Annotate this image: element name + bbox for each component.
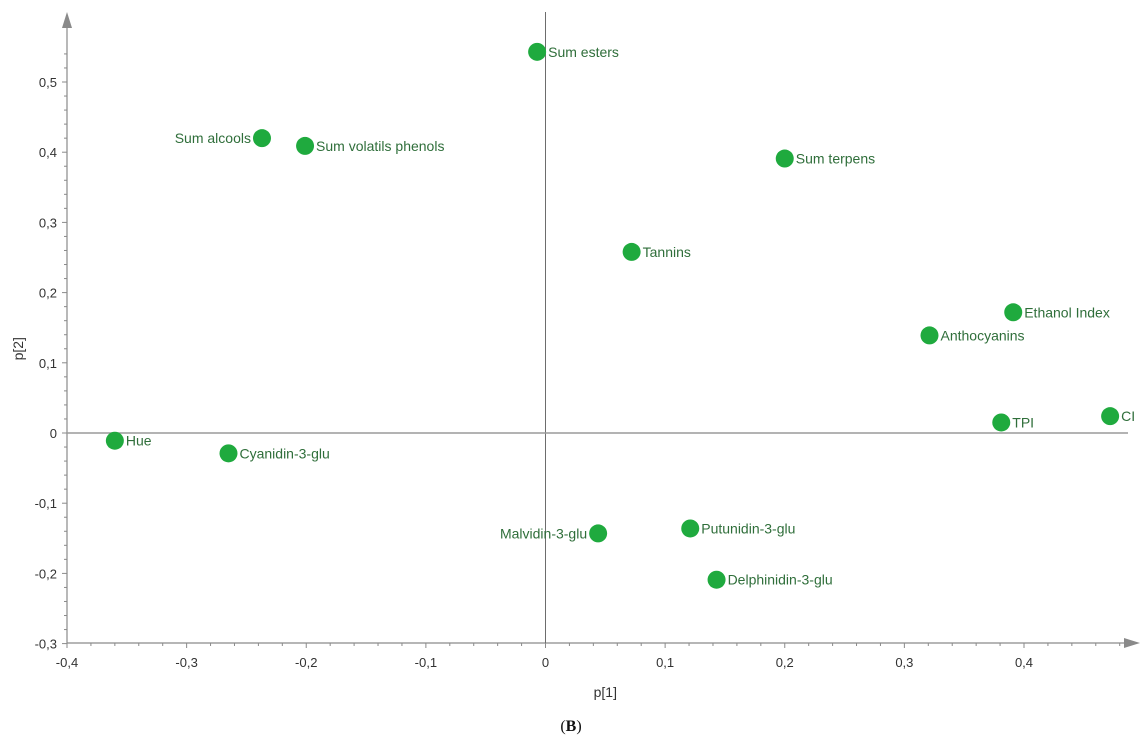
- data-point-label: Tannins: [643, 244, 691, 260]
- caption-letter: B: [565, 718, 577, 735]
- y-tick-label: -0,2: [35, 566, 57, 581]
- data-point: [622, 242, 641, 261]
- data-point: [707, 570, 726, 589]
- data-point-label: Sum alcools: [175, 130, 251, 146]
- y-tick-label: 0,3: [39, 215, 57, 230]
- y-tick-label: 0: [50, 426, 57, 441]
- scatter-plot: -0,3 -0,2 -0,1 0 0,1 0,2 0,3 0,4 0,5 -0,4 -0,3 -0,2…: [10, 12, 1140, 700]
- y-tick-label: 0,4: [39, 145, 57, 160]
- x-tick-label: -0,3: [175, 655, 197, 670]
- data-point-label: CI: [1121, 408, 1135, 424]
- data-point: [252, 129, 271, 148]
- data-point-label: Anthocyanins: [940, 327, 1024, 343]
- x-tick-label: 0,1: [656, 655, 674, 670]
- data-point-label: Sum terpens: [796, 151, 875, 167]
- data-point-label: Hue: [126, 433, 152, 449]
- caption-open: (: [560, 718, 566, 735]
- data-point: [992, 413, 1011, 432]
- x-tick-label: 0: [542, 655, 549, 670]
- data-point-label: Cyanidin-3-glu: [239, 445, 329, 461]
- data-point-label: Ethanol Index: [1024, 304, 1110, 320]
- x-axis-title: p[1]: [594, 684, 617, 700]
- x-axis-arrow: [1124, 638, 1140, 648]
- data-point: [1101, 407, 1120, 426]
- y-tick-label: 0,1: [39, 356, 57, 371]
- x-tick-label: 0,2: [776, 655, 794, 670]
- x-tick-label: -0,4: [56, 655, 78, 670]
- data-point: [105, 431, 124, 450]
- y-axis-title: p[2]: [10, 337, 26, 360]
- data-point: [1004, 303, 1023, 322]
- data-point: [528, 42, 547, 61]
- data-point-label: Delphinidin-3-glu: [728, 572, 833, 588]
- data-point-label: Putunidin-3-glu: [701, 520, 795, 536]
- y-axis-arrow: [62, 12, 72, 28]
- data-point-label: TPI: [1012, 414, 1034, 430]
- data-point: [219, 444, 238, 463]
- data-point-label: Sum volatils phenols: [316, 138, 444, 154]
- x-tick-label: 0,3: [895, 655, 913, 670]
- data-point: [775, 149, 794, 168]
- figure-caption: (B): [0, 718, 1142, 736]
- data-point: [296, 136, 315, 155]
- x-tick-label: -0,2: [295, 655, 317, 670]
- y-tick-label: -0,3: [35, 637, 57, 652]
- y-tick-label: -0,1: [35, 496, 57, 511]
- data-point: [681, 519, 700, 538]
- x-tick-label: 0,4: [1015, 655, 1033, 670]
- data-point: [920, 326, 939, 345]
- data-point: [589, 524, 608, 543]
- caption-close: ): [576, 718, 582, 735]
- data-point-label: Malvidin-3-glu: [500, 525, 587, 541]
- y-tick-label: 0,5: [39, 75, 57, 90]
- x-tick-label: -0,1: [415, 655, 437, 670]
- y-tick-label: 0,2: [39, 286, 57, 301]
- data-point-label: Sum esters: [548, 44, 619, 60]
